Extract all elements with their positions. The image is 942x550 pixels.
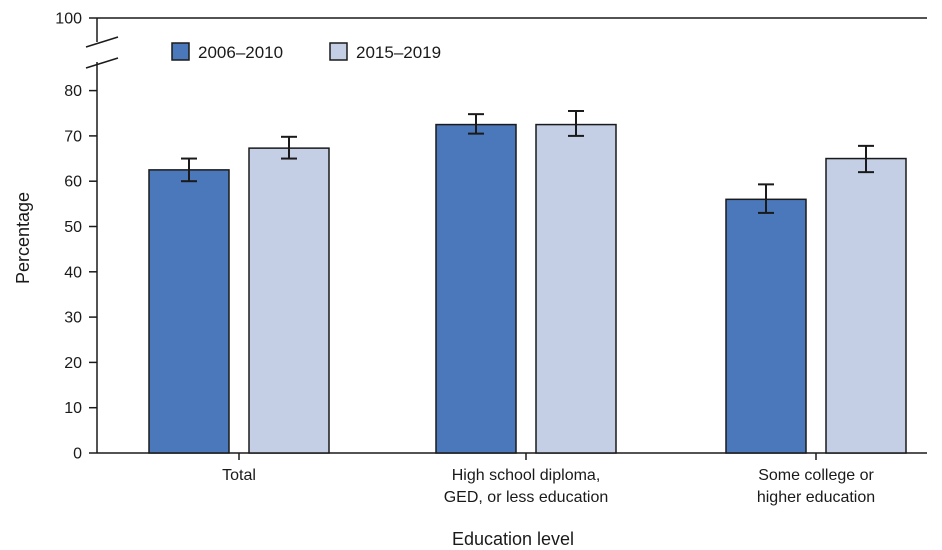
bar	[435, 123, 517, 454]
y-tick-label: 40	[64, 264, 82, 281]
y-tick-label: 10	[64, 400, 82, 417]
y-axis-title: Percentage	[13, 192, 33, 284]
legend-label: 2015–2019	[356, 43, 441, 62]
category-label: High school diploma, GED, or less educati…	[444, 467, 609, 506]
y-tick-label: 0	[73, 446, 82, 463]
legend-label: 2006–2010	[198, 43, 283, 62]
error-bars	[181, 109, 874, 214]
y-tick-label: 70	[64, 128, 82, 145]
y-tick-label: 60	[64, 174, 82, 191]
bar	[825, 157, 907, 454]
bar	[535, 123, 617, 454]
axis-break-mark	[85, 36, 119, 48]
y-tick-label: 50	[64, 219, 82, 236]
y-ticks: 0 10 20 30 40 50 60 70 80 100	[55, 11, 97, 463]
y-tick-label: 30	[64, 310, 82, 327]
axis-break-mark	[85, 57, 119, 69]
bar	[148, 169, 230, 454]
category-labels: Total High school diploma, GED, or less ed…	[222, 453, 875, 506]
bar	[725, 198, 807, 454]
y-tick-label: 80	[64, 83, 82, 100]
category-label: Some college or higher education	[757, 467, 875, 506]
legend-swatch-2006-2010	[171, 42, 190, 61]
bar	[248, 147, 330, 454]
y-tick-label: 100	[55, 11, 82, 28]
y-tick-label: 20	[64, 355, 82, 372]
x-axis-title: Education level	[452, 529, 574, 549]
legend: 2006–2010 2015–2019	[171, 42, 441, 62]
bars	[148, 123, 907, 454]
legend-swatch-2015-2019	[329, 42, 348, 61]
category-label: Total	[222, 467, 256, 484]
